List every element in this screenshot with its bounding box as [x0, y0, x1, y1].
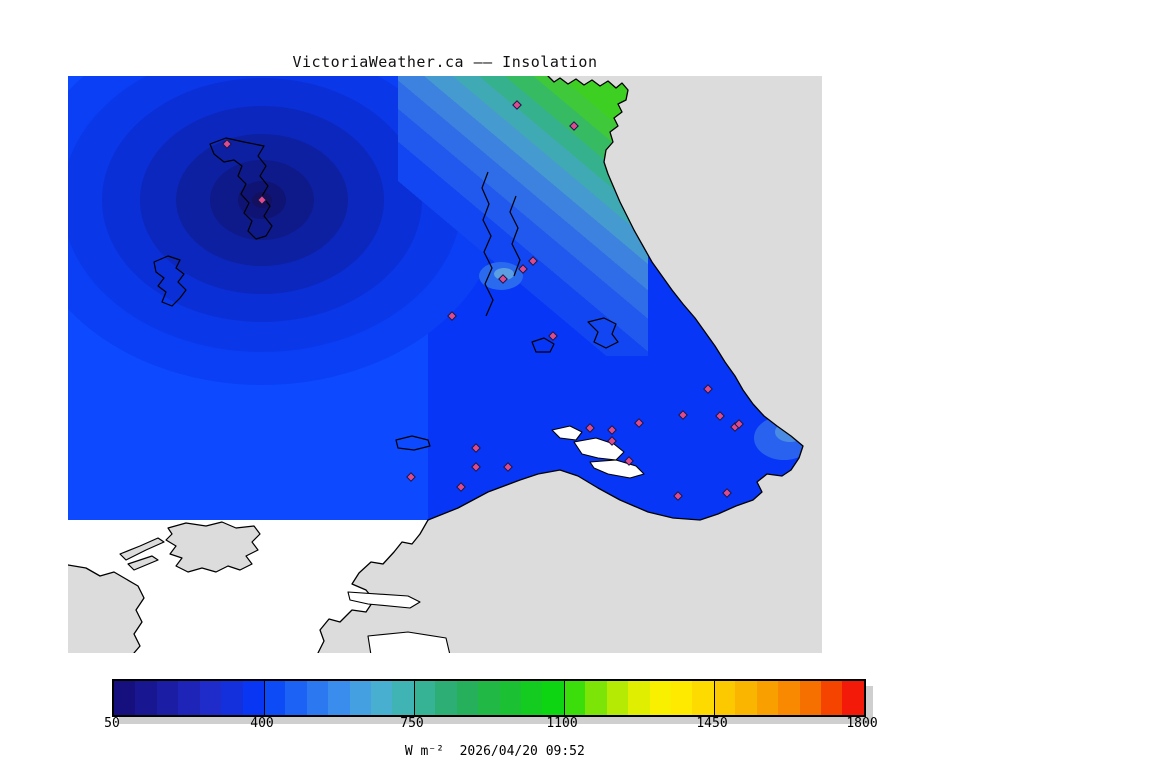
color-scale-bar: [112, 679, 866, 717]
colorbar-segment: [799, 681, 821, 715]
unit-label: W m⁻²: [404, 744, 444, 759]
station-marker: [471, 462, 481, 472]
island-mid: [165, 521, 261, 573]
station-marker: [624, 456, 634, 466]
colorbar-segment: [178, 681, 200, 715]
colorbar-tick-label: 50: [104, 716, 120, 731]
colorbar-segment: [456, 681, 479, 715]
coastline-sea-east: [317, 519, 429, 653]
colorbar-tick-label: 1100: [546, 716, 578, 731]
station-marker: [548, 331, 558, 341]
station-marker: [503, 462, 513, 472]
colorbar-segment: [778, 681, 800, 715]
colorbar-segment: [842, 681, 864, 715]
colorbar-segment: [563, 681, 586, 715]
colorbar-segment: [521, 681, 543, 715]
station-marker: [447, 311, 457, 321]
island-outline-c2: [587, 317, 619, 349]
island-outline-w: [153, 255, 187, 307]
station-marker: [678, 410, 688, 420]
colorbar-segment: [114, 681, 136, 715]
colorbar-segment: [371, 681, 393, 715]
colorbar-segment: [542, 681, 564, 715]
colorbar-segment: [692, 681, 714, 715]
coastline-peninsula: [427, 76, 804, 521]
island-sliver-1: [119, 537, 165, 561]
color-scale-caption: W m⁻² 2026/04/20 09:52: [112, 729, 862, 759]
station-markers: [222, 100, 744, 501]
island-outline-c1: [531, 337, 555, 353]
color-scale-labels: 50 400 750 1100 1450 1800: [104, 716, 877, 731]
colorbar-tick: [714, 681, 715, 715]
colorbar-segment: [392, 681, 414, 715]
island-outline-s: [395, 435, 431, 451]
island-outline-nw: [209, 137, 273, 240]
station-marker: [518, 264, 528, 274]
station-marker: [673, 491, 683, 501]
station-marker: [222, 139, 232, 149]
timestamp: 2026/04/20 09:52: [459, 744, 585, 759]
colorbar-tick-label: 1800: [846, 716, 878, 731]
colorbar-segment: [649, 681, 671, 715]
colorbar-segment: [199, 681, 222, 715]
colorbar-tick: [564, 681, 565, 715]
colorbar-segment: [628, 681, 650, 715]
insolation-map: [68, 76, 822, 653]
colorbar-segment: [263, 681, 286, 715]
coastline-sw-land: [68, 564, 145, 653]
station-marker: [471, 443, 481, 453]
colorbar-segment: [328, 681, 350, 715]
colorbar-segment: [435, 681, 457, 715]
colorbar-segment: [585, 681, 607, 715]
station-marker: [634, 418, 644, 428]
station-marker: [607, 436, 617, 446]
colorbar-segment: [499, 681, 522, 715]
colorbar-segment: [735, 681, 757, 715]
station-marker: [569, 121, 579, 131]
colorbar-tick-label: 1450: [696, 716, 728, 731]
station-marker: [257, 195, 267, 205]
island-land-sw: [68, 565, 144, 653]
sea-pocket: [367, 631, 451, 653]
lake-1: [551, 425, 583, 441]
sea-channel: [347, 591, 421, 609]
colorbar-segment: [306, 681, 329, 715]
page-title: VictoriaWeather.ca —— Insolation: [292, 53, 598, 71]
island-sliver-2: [127, 555, 159, 571]
inlet-coast-1: [481, 171, 494, 317]
station-marker: [585, 423, 595, 433]
colorbar-segment: [670, 681, 693, 715]
colorbar-segment: [349, 681, 372, 715]
colorbar-tick: [264, 681, 265, 715]
station-marker: [528, 256, 538, 266]
station-marker: [607, 425, 617, 435]
colorbar-segment: [285, 681, 307, 715]
station-marker: [715, 411, 725, 421]
sea-area: [68, 520, 428, 653]
colorbar-tick: [414, 681, 415, 715]
colorbar-segment: [713, 681, 736, 715]
station-marker: [498, 274, 508, 284]
colorbar-segment: [156, 681, 179, 715]
map-canvas: [68, 76, 822, 653]
colorbar-segment: [606, 681, 629, 715]
colorbar-segment: [413, 681, 436, 715]
station-marker: [703, 384, 713, 394]
colorbar-tick-label: 750: [400, 716, 424, 731]
colorbar-segment: [756, 681, 779, 715]
station-marker: [722, 488, 732, 498]
colorbar-segment: [242, 681, 264, 715]
inlet-coast-2: [509, 195, 521, 277]
station-marker: [456, 482, 466, 492]
colorbar-segment: [820, 681, 843, 715]
colorbar-segment: [135, 681, 157, 715]
station-marker: [734, 419, 744, 429]
colorbar-segment: [221, 681, 243, 715]
colorbar-tick-label: 400: [250, 716, 274, 731]
lake-3: [589, 459, 645, 479]
colorbar-segment: [478, 681, 500, 715]
station-marker: [406, 472, 416, 482]
station-marker: [512, 100, 522, 110]
